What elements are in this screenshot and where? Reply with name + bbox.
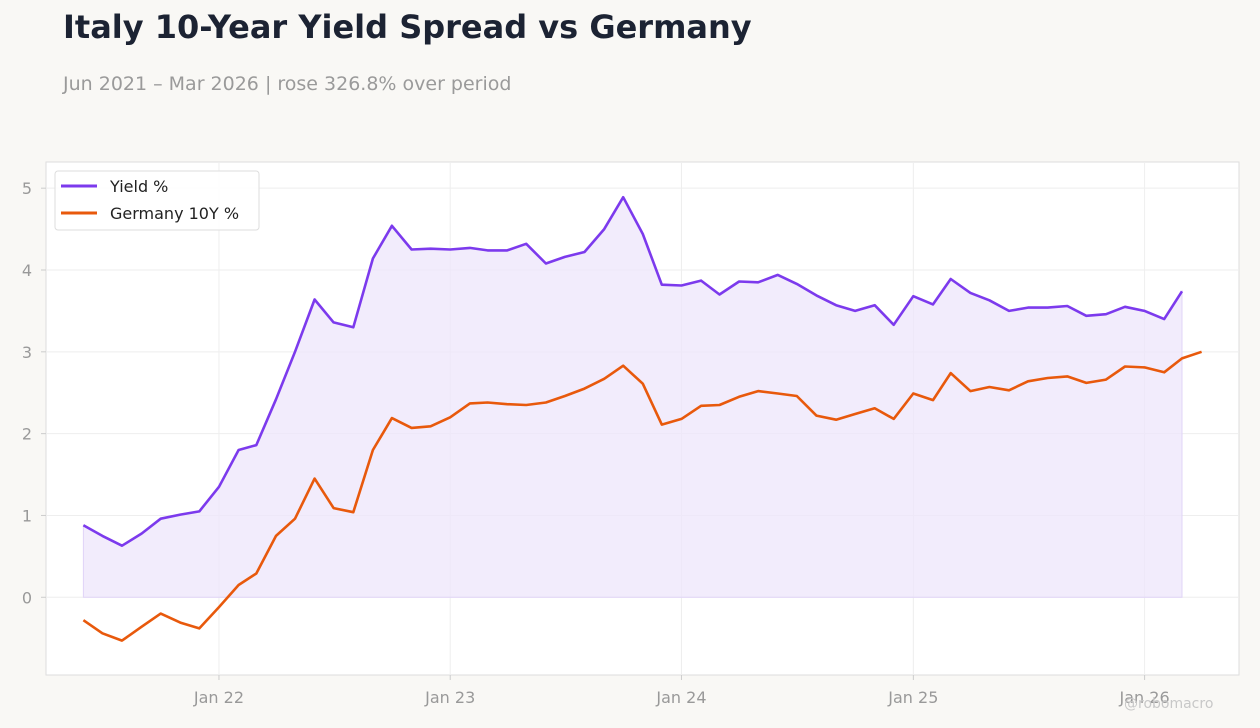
- x-tick-label: Jan 23: [424, 688, 475, 707]
- watermark: @robomacro: [1124, 696, 1214, 712]
- y-axis: 0 1 2 3 4 5: [22, 179, 46, 607]
- y-tick-label: 1: [22, 506, 32, 525]
- y-tick-label: 5: [22, 179, 32, 198]
- chart-title: Italy 10-Year Yield Spread vs Germany: [63, 8, 752, 46]
- legend-label-germany: Germany 10Y %: [110, 204, 239, 223]
- y-tick-label: 3: [22, 343, 32, 362]
- series-line-germany: [82, 350, 1203, 642]
- x-tick-label: Jan 22: [193, 688, 244, 707]
- series-line-yield: [82, 195, 1184, 547]
- legend-label-yield: Yield %: [109, 177, 168, 196]
- x-tick-label: Jan 25: [887, 688, 938, 707]
- legend-box: [54, 170, 260, 231]
- legend: Yield % Germany 10Y %: [54, 170, 260, 231]
- y-tick-label: 0: [22, 588, 32, 607]
- series-lines: [82, 195, 1203, 642]
- y-tick-label: 2: [22, 425, 32, 444]
- chart-subtitle: Jun 2021 – Mar 2026 | rose 326.8% over p…: [63, 73, 512, 95]
- x-axis: Jan 22 Jan 23 Jan 24 Jan 25 Jan 26: [193, 675, 1170, 707]
- x-tick-label: Jan 26: [1119, 688, 1170, 707]
- y-tick-label: 4: [22, 261, 32, 280]
- x-tick-label: Jan 24: [655, 688, 706, 707]
